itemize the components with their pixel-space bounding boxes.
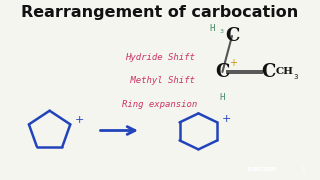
Text: C: C [225, 27, 239, 45]
Text: 3: 3 [220, 29, 224, 34]
Text: CH: CH [276, 68, 294, 76]
Text: Ring expansion: Ring expansion [122, 100, 198, 109]
Text: +: + [222, 114, 232, 124]
Text: Hydride Shift: Hydride Shift [125, 53, 195, 62]
Text: +: + [75, 115, 84, 125]
Text: H: H [220, 93, 225, 102]
Text: Methyl Shift: Methyl Shift [125, 76, 195, 86]
Text: H: H [209, 24, 214, 33]
Text: C: C [215, 63, 229, 81]
Text: 3: 3 [294, 73, 298, 80]
Text: Rearrangement of carbocation: Rearrangement of carbocation [21, 5, 299, 20]
Text: +: + [228, 58, 237, 68]
Text: C: C [262, 63, 276, 81]
